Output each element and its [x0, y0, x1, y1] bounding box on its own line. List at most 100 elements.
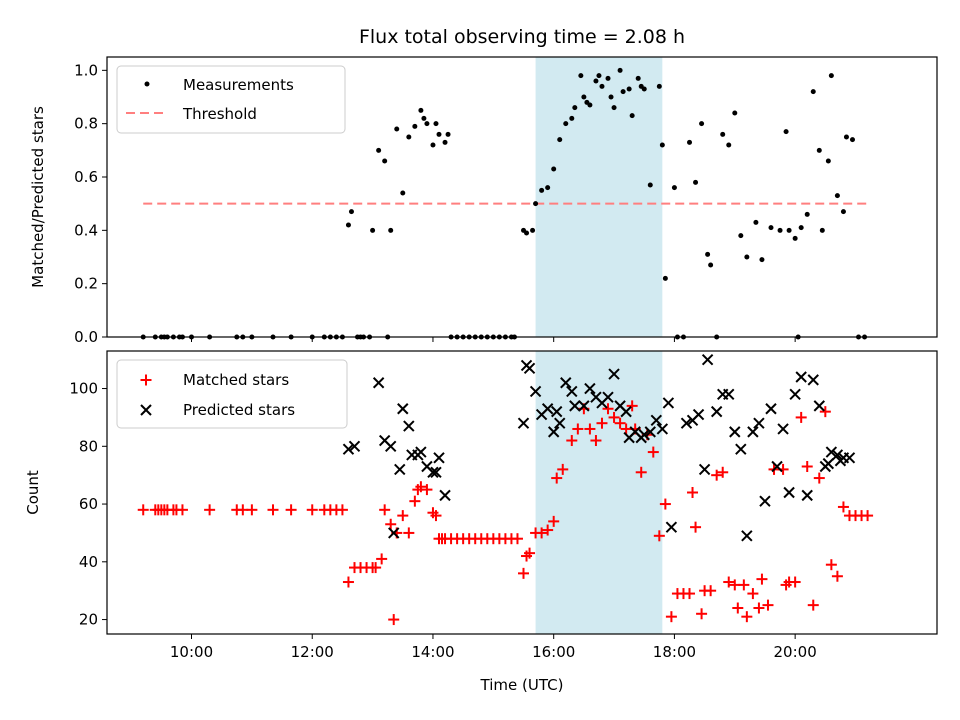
matched-star-point — [430, 510, 442, 522]
measurement-point — [671, 185, 677, 191]
matched-star-point — [596, 417, 608, 429]
measurement-point — [738, 233, 744, 239]
predicted-star-point — [566, 385, 578, 398]
matched-star-point — [590, 435, 602, 447]
measurement-point — [545, 185, 551, 191]
matched-star-point — [548, 515, 560, 527]
measurement-point — [753, 219, 759, 225]
measurement-point — [810, 89, 816, 95]
predicted-star-point — [560, 377, 572, 389]
predicted-star-point — [541, 403, 554, 415]
measurement-point — [620, 89, 626, 95]
matched-star-point — [684, 588, 696, 600]
measurement-point — [581, 94, 587, 100]
matched-star-point — [415, 481, 427, 493]
legend-marker-predicted — [140, 404, 152, 416]
predicted-star-point — [753, 417, 765, 429]
measurement-point — [840, 209, 846, 215]
measurement-point — [726, 142, 732, 148]
y-tick-label: 0.8 — [74, 115, 98, 133]
measurement-point — [539, 187, 545, 193]
measurement-point — [596, 73, 602, 79]
matched-star-point — [813, 472, 825, 484]
predicted-star-point — [551, 405, 563, 418]
matched-star-point — [635, 466, 647, 478]
predicted-star-point — [620, 405, 632, 418]
bottom-legend: Matched stars Predicted stars — [116, 359, 348, 429]
measurement-point — [732, 110, 738, 116]
bottom-y-ticks: 20 40 60 80 100 — [69, 380, 107, 629]
measurement-point — [626, 86, 632, 92]
bottom-panel: 20 40 60 80 100 10:00 12:00 14:00 16:00 18:00 20:… — [24, 350, 938, 694]
matched-star-points — [137, 400, 874, 626]
matched-star-point — [602, 403, 614, 415]
predicted-star-point — [348, 440, 361, 453]
measurement-point — [693, 179, 699, 185]
matched-star-point — [342, 576, 354, 588]
matched-star-point — [542, 524, 554, 536]
legend-label-matched: Matched stars — [183, 371, 289, 389]
predicted-star-points — [342, 353, 856, 542]
measurement-point — [635, 75, 641, 81]
matched-star-point — [738, 579, 750, 591]
top-panel: 0.0 0.2 0.4 0.6 0.8 1.0 Matched/Predicted sta… — [29, 56, 938, 346]
matched-star-point — [336, 504, 348, 516]
predicted-star-point — [529, 385, 542, 398]
predicted-star-point — [813, 400, 825, 412]
predicted-star-point — [554, 417, 566, 429]
measurement-point — [524, 230, 530, 236]
matched-star-point — [647, 446, 659, 458]
measurement-point — [605, 75, 611, 81]
matched-star-point — [762, 599, 774, 611]
top-x-ticks — [191, 337, 796, 342]
matched-star-point — [659, 498, 671, 510]
measurement-point — [436, 131, 442, 137]
matched-star-point — [376, 553, 388, 565]
measurement-point — [816, 147, 822, 153]
predicted-star-point — [569, 400, 581, 412]
predicted-star-point — [701, 353, 714, 366]
matched-star-point — [711, 469, 723, 481]
matched-star-point — [511, 533, 523, 545]
predicted-star-point — [427, 466, 439, 478]
predicted-star-point — [523, 362, 536, 375]
top-y-axis-label: Matched/Predicted stars — [29, 106, 47, 288]
matched-star-point — [756, 573, 768, 585]
measurement-point — [430, 142, 436, 148]
matched-star-point — [370, 562, 382, 574]
predicted-star-point — [710, 405, 723, 418]
measurement-point — [849, 137, 855, 143]
predicted-star-point — [698, 463, 711, 476]
predicted-star-point — [608, 368, 620, 380]
measurement-point — [611, 105, 617, 111]
top-legend: Measurements Threshold — [116, 65, 346, 134]
y-tick-label: 0.4 — [74, 221, 98, 239]
predicted-star-point — [602, 391, 614, 403]
predicted-star-point — [741, 530, 753, 542]
measurement-point — [551, 166, 557, 172]
matched-star-point — [403, 527, 415, 539]
matched-star-point — [137, 504, 149, 516]
measurement-point — [819, 227, 825, 233]
y-tick-label: 100 — [69, 380, 98, 398]
x-tick-label: 16:00 — [532, 643, 575, 661]
predicted-star-point — [584, 382, 596, 395]
matched-star-point — [723, 576, 735, 588]
measurement-point — [783, 129, 789, 135]
measurement-point — [662, 275, 668, 281]
predicted-star-point — [578, 400, 590, 412]
predicted-star-point — [665, 521, 678, 533]
bottom-legend-box — [116, 359, 348, 429]
predicted-star-point — [547, 426, 560, 438]
measurement-point — [388, 227, 394, 233]
legend-predicted-cross — [140, 404, 152, 416]
predicted-star-point — [822, 457, 835, 470]
predicted-star-point — [843, 452, 856, 464]
matched-star-point — [379, 504, 391, 516]
predicted-star-point — [831, 449, 844, 461]
measurement-point — [699, 121, 705, 127]
legend-label-measurements: Measurements — [183, 76, 294, 94]
predicted-star-point — [777, 423, 789, 435]
matched-star-point — [717, 466, 729, 478]
